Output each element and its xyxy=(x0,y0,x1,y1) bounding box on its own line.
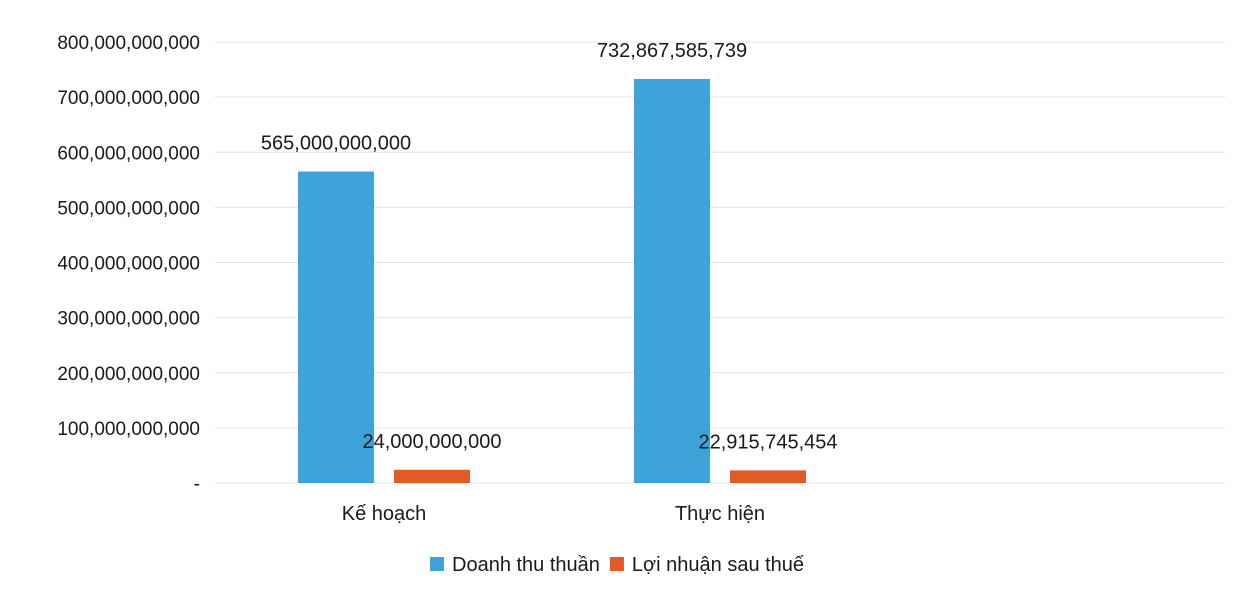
gridlines xyxy=(215,41,1225,484)
legend: Doanh thu thuần Lợi nhuận sau thuế xyxy=(430,554,804,576)
bar-doanh-thu xyxy=(298,171,374,483)
y-tick-label: 100,000,000,000 xyxy=(57,419,200,440)
x-axis-ticks: Kế hoạch Thực hiện xyxy=(342,503,765,525)
bars xyxy=(298,79,806,483)
y-tick-label: 400,000,000,000 xyxy=(57,254,200,275)
bar-loi-nhuan xyxy=(730,470,806,483)
data-label: 732,867,585,739 xyxy=(597,40,747,62)
legend-swatch xyxy=(430,557,444,571)
bar-doanh-thu xyxy=(634,79,710,483)
data-label: 22,915,745,454 xyxy=(698,431,837,453)
y-tick-label: 800,000,000,000 xyxy=(57,33,200,54)
data-labels: 565,000,000,000 732,867,585,739 24,000,000… xyxy=(261,40,838,453)
y-tick-label: 200,000,000,000 xyxy=(57,364,200,385)
y-tick-label: 300,000,000,000 xyxy=(57,309,200,330)
bar-loi-nhuan xyxy=(394,469,470,483)
legend-label: Lợi nhuận sau thuế xyxy=(632,554,804,576)
legend-label: Doanh thu thuần xyxy=(452,554,600,576)
y-tick-label: 600,000,000,000 xyxy=(57,143,200,164)
x-tick-label: Thực hiện xyxy=(675,503,765,525)
x-tick-label: Kế hoạch xyxy=(342,503,427,525)
y-axis-ticks: - 100,000,000,000 200,000,000,000 300,000,0… xyxy=(57,33,200,495)
y-tick-label: 500,000,000,000 xyxy=(57,198,200,219)
data-label: 24,000,000,000 xyxy=(362,431,501,453)
data-label: 565,000,000,000 xyxy=(261,133,411,155)
legend-swatch xyxy=(609,557,624,571)
y-tick-label: 700,000,000,000 xyxy=(57,88,200,109)
y-tick-label: - xyxy=(194,474,200,495)
